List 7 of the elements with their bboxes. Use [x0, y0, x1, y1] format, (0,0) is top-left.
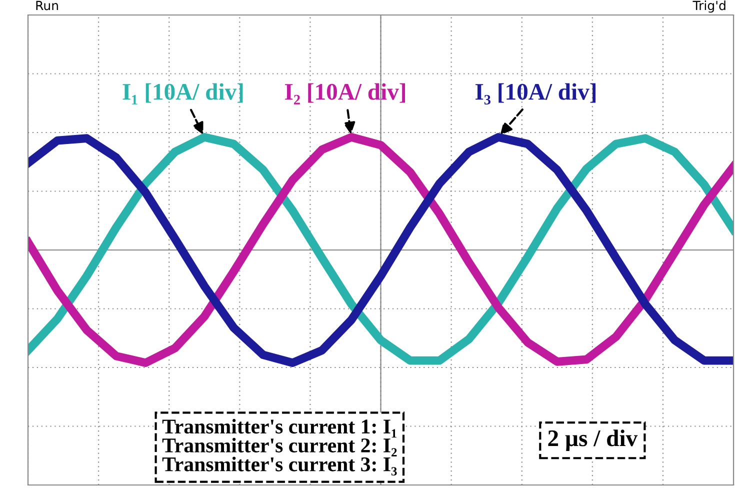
text: Trig'd: [692, 0, 726, 13]
text: 2 µs / div: [548, 430, 638, 452]
series-label: I₃ [10A/ div]: [476, 83, 596, 104]
text: Run: [36, 0, 58, 10]
series-label: I₂ [10A/ div]: [285, 83, 405, 104]
series-label: I₁ [10A/ div]: [122, 83, 243, 104]
text: Transmitter's current 1: I₁ Transmitter's current 2: I₂ Transmitter's current 3: I₃: [162, 418, 397, 476]
